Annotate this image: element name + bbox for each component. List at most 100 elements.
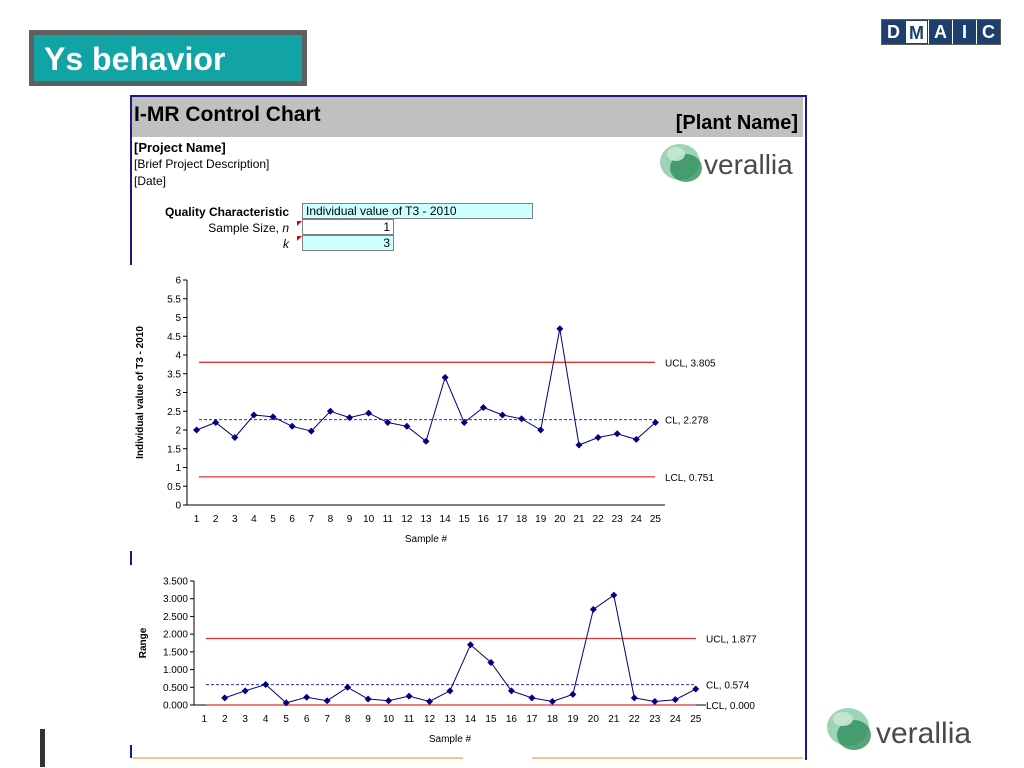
- y-tick-label: 1.5: [167, 444, 181, 455]
- data-point: [487, 658, 495, 666]
- x-tick-label: 5: [270, 514, 276, 525]
- x-tick-label: 13: [420, 514, 432, 525]
- data-point: [426, 697, 434, 705]
- data-point: [384, 419, 392, 426]
- x-axis-label: Sample #: [405, 534, 448, 545]
- logo-leaf-shape: [837, 720, 871, 750]
- dmaic-letter-d: D: [882, 20, 905, 44]
- cl-label: CL, 0.574: [706, 681, 750, 692]
- data-point: [231, 434, 239, 441]
- x-tick-label: 6: [304, 714, 310, 725]
- y-tick-label: 4.5: [167, 332, 181, 343]
- dmaic-letter-m: M: [905, 20, 928, 44]
- x-tick-label: 17: [497, 514, 509, 525]
- data-point: [479, 404, 487, 411]
- y-tick-label: 2.5: [167, 407, 181, 418]
- sheet-bottom-border: [532, 757, 803, 759]
- project-description: [Brief Project Description]: [134, 157, 270, 171]
- y-tick-label: 5.5: [167, 294, 181, 305]
- x-tick-label: 24: [670, 714, 682, 725]
- x-tick-label: 21: [608, 714, 620, 725]
- x-tick-label: 16: [506, 714, 518, 725]
- x-tick-label: 9: [347, 514, 353, 525]
- x-tick-label: 21: [573, 514, 585, 525]
- x-tick-label: 1: [194, 514, 200, 525]
- y-axis-label: Individual value of T3 - 2010: [135, 326, 146, 459]
- x-tick-label: 19: [535, 514, 547, 525]
- data-point: [548, 697, 556, 705]
- data-point: [671, 696, 679, 704]
- plant-name: [Plant Name]: [675, 112, 798, 134]
- x-tick-label: 4: [251, 514, 257, 525]
- sheet-bottom-border: [133, 757, 463, 759]
- ucl-label: UCL, 1.877: [706, 635, 757, 646]
- sample-size-cell[interactable]: 1: [302, 219, 394, 235]
- x-tick-label: 24: [631, 514, 643, 525]
- x-tick-label: 23: [649, 714, 661, 725]
- project-date: [Date]: [134, 174, 167, 188]
- chart-title: I-MR Control Chart: [134, 103, 321, 126]
- slide-title: Ys behavior: [44, 41, 226, 77]
- x-tick-label: 2: [222, 714, 228, 725]
- data-point: [518, 415, 526, 423]
- data-point: [422, 437, 430, 445]
- data-point: [241, 687, 249, 695]
- y-tick-label: 0.5: [167, 482, 181, 493]
- x-tick-label: 25: [650, 514, 662, 525]
- x-tick-label: 13: [444, 714, 456, 725]
- y-tick-label: 2: [175, 426, 181, 437]
- data-point: [346, 414, 354, 422]
- k-label: k: [283, 237, 289, 251]
- lcl-label: LCL, 0.000: [706, 701, 755, 712]
- logo-leaf-shape: [670, 154, 702, 182]
- sheet-left-border: [130, 95, 132, 265]
- slide-title-background: Ys behavior: [34, 35, 302, 81]
- y-tick-label: 0: [175, 501, 181, 512]
- x-tick-label: 3: [232, 514, 238, 525]
- x-tick-label: 3: [242, 714, 248, 725]
- data-point: [537, 426, 545, 434]
- x-tick-label: 14: [440, 514, 452, 525]
- y-tick-label: 2.500: [163, 612, 188, 623]
- y-tick-label: 6: [175, 276, 181, 287]
- y-tick-label: 3.000: [163, 594, 188, 605]
- x-axis-label: Sample #: [429, 734, 472, 745]
- data-point: [403, 422, 411, 430]
- data-point: [405, 692, 413, 700]
- quality-characteristic-cell[interactable]: Individual value of T3 - 2010: [302, 203, 533, 219]
- x-tick-label: 8: [328, 514, 334, 525]
- x-tick-label: 11: [404, 714, 415, 725]
- cl-label: CL, 2.278: [665, 416, 709, 427]
- verallia-logo: verallia: [660, 144, 793, 182]
- data-point: [446, 687, 454, 695]
- x-tick-label: 4: [263, 714, 269, 725]
- x-tick-label: 17: [526, 714, 538, 725]
- x-tick-label: 8: [345, 714, 351, 725]
- x-tick-label: 20: [588, 714, 600, 725]
- data-point: [594, 434, 602, 441]
- data-point: [221, 694, 229, 702]
- data-point: [250, 411, 258, 419]
- data-point: [692, 685, 700, 693]
- control-chart-sheet: [130, 95, 807, 760]
- data-point: [307, 427, 315, 435]
- x-tick-label: 16: [478, 514, 490, 525]
- x-tick-label: 5: [283, 714, 289, 725]
- k-cell[interactable]: 3: [302, 235, 394, 251]
- data-point: [303, 693, 311, 701]
- ucl-label: UCL, 3.805: [665, 358, 716, 369]
- data-point: [365, 409, 373, 417]
- data-point: [498, 411, 506, 419]
- moving-range-chart: 0.000 0.500 1.000 1.500 2.000 2.500 3.000 3.500…: [138, 577, 757, 746]
- data-point: [262, 680, 270, 688]
- data-point: [364, 695, 372, 703]
- y-tick-label: 1.500: [163, 647, 188, 658]
- x-tick-label: 2: [213, 514, 219, 525]
- comment-marker: [297, 236, 302, 241]
- x-tick-label: 11: [383, 514, 394, 525]
- data-point: [651, 419, 659, 426]
- data-point: [193, 426, 201, 434]
- project-name: [Project Name]: [134, 140, 226, 155]
- x-tick-label: 15: [485, 714, 497, 725]
- sample-size-var: n: [282, 221, 289, 235]
